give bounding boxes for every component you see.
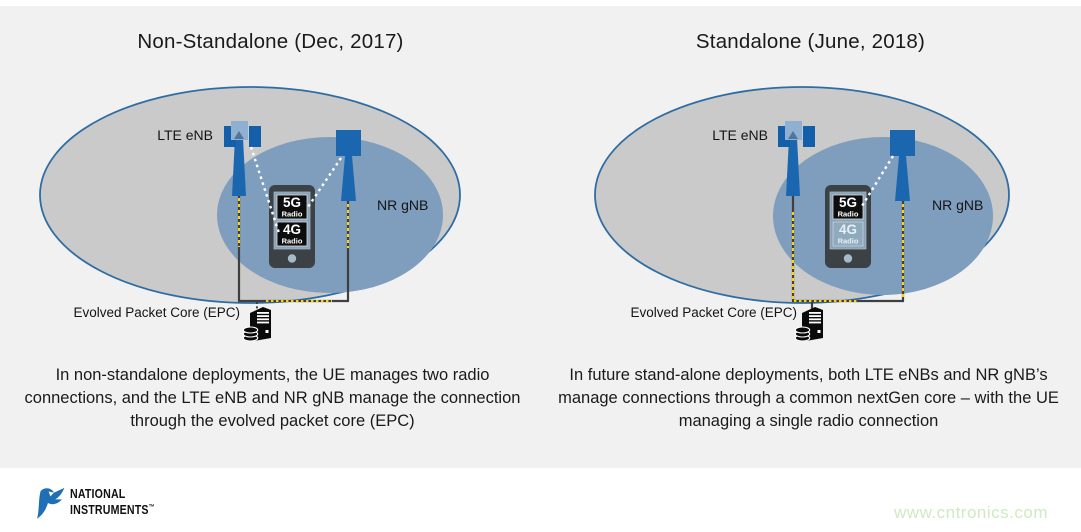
nr-coverage-ellipse — [773, 137, 993, 295]
right-panel-title: Standalone (June, 2018) — [695, 30, 926, 53]
trademark-symbol: ™ — [148, 504, 155, 511]
radio-5g-label: 5G — [839, 195, 857, 210]
radio-4g-box — [276, 221, 308, 247]
nr-gnb-tower-icon — [336, 130, 361, 201]
backhaul-lines — [791, 196, 905, 311]
home-button-icon — [843, 254, 853, 263]
left-panel-title: Non-Standalone (Dec, 2017) — [137, 30, 404, 53]
radio-4g-sublabel: Radio — [282, 237, 303, 246]
ni-logo-text: NATIONAL INSTRUMENTS™ — [70, 488, 155, 517]
right-caption: In future stand-alone deployments, both … — [558, 366, 1059, 430]
lte-enb-label: LTE eNB — [157, 127, 213, 143]
radio-5g-box — [832, 194, 864, 220]
ue-phone-icon: 5G Radio 4G Radio — [269, 185, 315, 268]
radio-4g-box-inactive — [832, 221, 864, 247]
ni-logo-line1: NATIONAL — [70, 487, 126, 501]
nr-coverage-ellipse — [217, 137, 443, 293]
radio-5g-label: 5G — [283, 195, 301, 210]
radio-5g-sublabel: Radio — [282, 210, 303, 219]
epc-label: Evolved Packet Core (EPC) — [73, 305, 240, 320]
home-button-icon — [287, 254, 297, 263]
nr-gnb-label: NR gNB — [377, 197, 428, 213]
radio-links — [249, 146, 342, 234]
ni-logo-line2: INSTRUMENTS™ — [70, 503, 155, 518]
radio-5g-box — [276, 194, 308, 220]
radio-4g-label: 4G — [283, 222, 301, 237]
epc-server-icon — [242, 307, 271, 342]
left-caption: In non-standalone deployments, the UE ma… — [24, 366, 521, 430]
lte-enb-label: LTE eNB — [712, 127, 768, 143]
ni-eagle-icon — [37, 487, 65, 519]
deployment-diagrams: 5G Radio 4G Radio LTE eNB NR gNB Evolved… — [39, 86, 1010, 342]
nr-gnb-label: NR gNB — [932, 197, 983, 213]
backhaul-lines — [237, 196, 350, 313]
lte-enb-tower-icon — [778, 121, 815, 196]
ue-phone-icon: 5G Radio 4G Radio — [825, 185, 871, 268]
watermark-url: www.cntronics.com — [894, 503, 1048, 522]
non-standalone-diagram: 5G Radio 4G Radio LTE eNB NR gNB Evolved… — [39, 86, 461, 342]
nr-gnb-tower-icon — [890, 130, 915, 201]
epc-label: Evolved Packet Core (EPC) — [630, 305, 797, 320]
radio-4g-label: 4G — [839, 222, 857, 237]
radio-5g-sublabel: Radio — [838, 210, 859, 219]
radio-4g-sublabel: Radio — [838, 237, 859, 246]
standalone-diagram: 5G Radio 4G Radio LTE eNB NR gNB Evolved… — [594, 86, 1010, 342]
lte-enb-tower-icon — [224, 121, 261, 196]
core-server-icon — [794, 307, 823, 342]
